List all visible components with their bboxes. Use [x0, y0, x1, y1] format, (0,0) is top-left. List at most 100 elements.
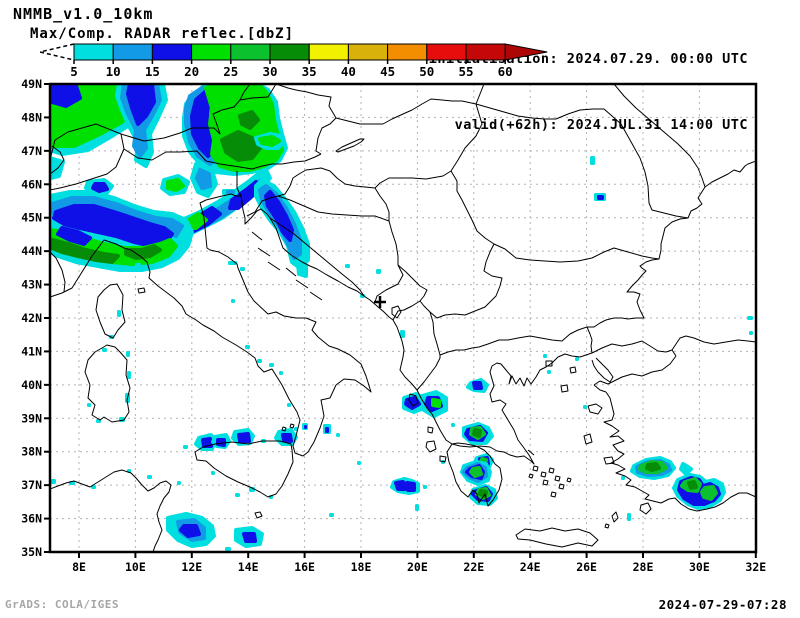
coastline-border	[246, 167, 331, 217]
lon-label: 24E	[520, 560, 541, 574]
lon-label: 22E	[463, 560, 484, 574]
coastline-border	[587, 403, 603, 415]
colorbar-tick-label: 40	[341, 64, 356, 79]
coastline-border	[123, 148, 322, 170]
radar-echo-dot	[87, 403, 91, 407]
coastline-border	[591, 357, 614, 383]
radar-echo-dot	[376, 269, 381, 274]
coastline-border	[558, 483, 565, 490]
radar-echo-dot	[257, 359, 262, 363]
colorbar-above-max-arrow	[504, 43, 548, 61]
coastline-border	[391, 305, 402, 319]
coastline-border	[429, 311, 594, 356]
colorbar-tick-label: 55	[458, 64, 473, 79]
lat-label: 35N	[21, 545, 42, 559]
coastline-border	[254, 511, 263, 519]
radar-echo-dot	[245, 345, 250, 349]
coastline-border	[51, 252, 66, 293]
coastline-border	[236, 171, 242, 197]
colorbar-tick-label: 35	[302, 64, 317, 79]
radar-echo	[124, 244, 162, 260]
colorbar: 5 10 15 20 25 30 35 40 45 50 55 60	[39, 43, 548, 79]
radar-echo	[237, 432, 251, 443]
coastline-border	[408, 393, 419, 407]
colorbar-tick-label: 30	[262, 64, 277, 79]
coastline-border	[194, 440, 294, 498]
lon-label: 30E	[689, 560, 710, 574]
coastline-border	[560, 384, 569, 393]
coastline-border	[542, 479, 549, 486]
coastline-border	[586, 326, 593, 354]
coastline-border	[603, 391, 755, 512]
coastline-border	[285, 267, 297, 277]
radar-echo-dot	[102, 348, 107, 352]
colorbar-tick-label: 45	[380, 64, 395, 79]
creation-timestamp: 2024-07-29-07:28	[658, 597, 787, 612]
lat-label: 48N	[21, 110, 42, 124]
colorbar-tick-label: 15	[145, 64, 160, 79]
coastline-border	[515, 527, 599, 548]
radar-echo-dot	[304, 425, 307, 429]
radar-echo	[469, 466, 483, 478]
lat-label: 49N	[21, 77, 42, 91]
coastline-border	[289, 423, 295, 429]
coastline-border	[527, 449, 535, 456]
lat-label: 44N	[21, 244, 42, 258]
radar-echo	[51, 238, 120, 264]
coastline-border	[671, 349, 677, 357]
coastline-border	[374, 220, 404, 303]
coastline-border	[269, 217, 365, 297]
lon-label: 28E	[633, 560, 654, 574]
radar-echo-dot	[747, 316, 753, 320]
radar-echo	[166, 178, 185, 192]
radar-echo-dot	[226, 190, 235, 194]
coastline-border	[569, 366, 577, 374]
radar-echo-dot	[583, 405, 587, 409]
valid-line: valid(+62h): 2024.JUL.31 14:00 UTC	[454, 117, 748, 133]
radar-echo-dot	[211, 471, 215, 475]
lon-label: 16E	[294, 560, 315, 574]
coastline-border	[611, 511, 619, 523]
radar-echo-dot	[415, 504, 419, 511]
coastline-border	[95, 283, 126, 339]
radar-echo	[296, 262, 308, 278]
coastline-border	[120, 85, 276, 142]
coastline-border	[603, 456, 615, 465]
radar-echo	[238, 110, 260, 130]
coastline-border	[427, 426, 434, 434]
radar-echo	[700, 485, 718, 501]
radar-echo	[687, 480, 698, 490]
lat-label: 40N	[21, 378, 42, 392]
radar-echo-dot	[400, 330, 405, 338]
radar-echo-dot	[51, 479, 56, 484]
radar-echo-dot	[269, 363, 274, 367]
radar-echo	[281, 433, 293, 443]
radar-echo-dot	[231, 299, 235, 303]
lon-label: 12E	[181, 560, 202, 574]
radar-echo	[179, 524, 201, 538]
radar-echo	[126, 85, 156, 126]
radar-echo-dot	[235, 493, 240, 497]
radar-echo-dot	[279, 371, 283, 375]
colorbar-below-min-funnel	[39, 43, 75, 61]
coastline-border	[475, 85, 485, 105]
coastline-border	[257, 247, 271, 257]
lon-label: 14E	[238, 560, 259, 574]
radar-echo-dot	[117, 310, 121, 317]
radar-echo	[56, 226, 92, 246]
radar-echo-dot	[439, 393, 443, 397]
coastline-border	[446, 442, 503, 507]
radar-echo-dot	[325, 427, 329, 433]
lat-label: 41N	[21, 344, 42, 358]
coastline-border	[425, 440, 437, 453]
coastline-border	[267, 261, 281, 271]
radar-echo-dot	[597, 195, 604, 200]
coastline-border	[137, 287, 146, 294]
lon-label: 18E	[351, 560, 372, 574]
coastline-border	[532, 465, 539, 472]
grads-credit: GrADS: COLA/IGES	[5, 598, 119, 611]
coastline-border	[277, 195, 390, 222]
lat-label: 42N	[21, 311, 42, 325]
lat-label: 39N	[21, 411, 42, 425]
